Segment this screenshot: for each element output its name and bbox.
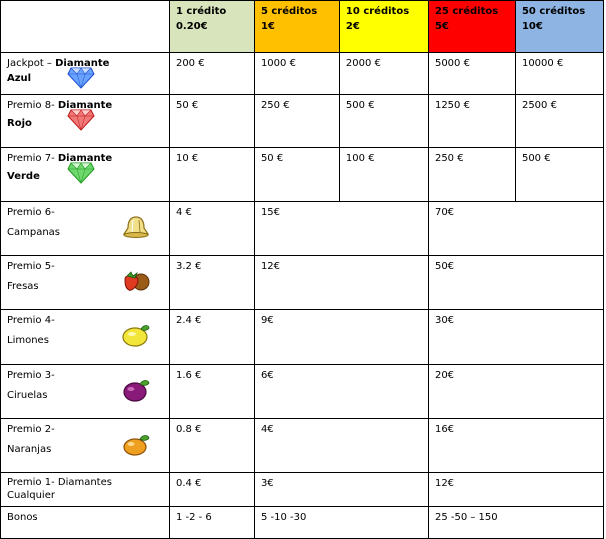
orange-icon [121, 431, 151, 457]
value-cell: 1250 € [427, 94, 516, 148]
value-cell: 50 € [168, 94, 255, 148]
table-row: Premio 6- Campanas 4 € 15€ 70€ [0, 201, 605, 256]
strawberry-icon [121, 268, 151, 294]
value-cell: 10000 € [514, 52, 605, 95]
value-cell: 12€ [253, 255, 429, 310]
prize-label-premio-1: Premio 1- Diamantes Cualquier [0, 472, 170, 507]
header-empty-cell [0, 0, 170, 53]
table-row: Premio 3- Ciruelas 1.6 € 6€ 20€ [0, 364, 605, 419]
bonos-value: 1 -2 - 6 [168, 506, 255, 539]
value-cell: 200 € [168, 52, 255, 95]
table-row: Jackpot – Diamante Azul 200 € 1000 € 200… [0, 52, 605, 95]
header-5-creditos: 5 créditos 1€ [253, 0, 340, 53]
value-cell: 20€ [427, 364, 605, 419]
prize-label-premio-3: Premio 3- Ciruelas [0, 364, 170, 419]
value-cell: 100 € [338, 147, 429, 202]
value-cell: 0.4 € [168, 472, 255, 507]
header-1-credito: 1 crédito 0.20€ [168, 0, 255, 53]
value-cell: 15€ [253, 201, 429, 256]
prize-label-premio-7: Premio 7- Diamante Verde [0, 147, 170, 202]
bonos-label: Bonos [0, 506, 170, 539]
table-row: Premio 5- Fresas 3.2 € 12€ 50€ [0, 255, 605, 310]
header-25-creditos: 25 créditos 5€ [427, 0, 516, 53]
value-cell: 4€ [253, 418, 429, 473]
bonos-row: Bonos 1 -2 - 6 5 -10 -30 25 -50 – 150 [0, 506, 605, 539]
value-cell: 16€ [427, 418, 605, 473]
table-row: Premio 4- Limones 2.4 € 9€ 30€ [0, 309, 605, 365]
table-row: Premio 1- Diamantes Cualquier 0.4 € 3€ 1… [0, 472, 605, 507]
plum-icon [121, 377, 151, 403]
prize-label-premio-2: Premio 2- Naranjas [0, 418, 170, 473]
value-cell: 3€ [253, 472, 429, 507]
value-cell: 30€ [427, 309, 605, 365]
prize-label-premio-4: Premio 4- Limones [0, 309, 170, 365]
value-cell: 500 € [338, 94, 429, 148]
value-cell: 0.8 € [168, 418, 255, 473]
value-cell: 250 € [427, 147, 516, 202]
prize-label-premio-6: Premio 6- Campanas [0, 201, 170, 256]
lemon-icon [121, 322, 151, 348]
blue-diamond-icon [67, 67, 95, 89]
value-cell: 6€ [253, 364, 429, 419]
header-row: 1 crédito 0.20€ 5 créditos 1€ 10 créditos 2… [0, 0, 605, 53]
header-50-creditos: 50 créditos 10€ [514, 0, 605, 53]
table-row: Premio 8- Diamante Rojo 50 € 250 € 500 €… [0, 94, 605, 148]
value-cell: 3.2 € [168, 255, 255, 310]
value-cell: 10 € [168, 147, 255, 202]
value-cell: 50 € [253, 147, 340, 202]
header-10-creditos: 10 créditos 2€ [338, 0, 429, 53]
value-cell: 9€ [253, 309, 429, 365]
red-diamond-icon [67, 109, 95, 131]
value-cell: 250 € [253, 94, 340, 148]
value-cell: 4 € [168, 201, 255, 256]
prize-label-jackpot: Jackpot – Diamante Azul [0, 52, 170, 95]
value-cell: 500 € [514, 147, 605, 202]
table-row: Premio 7- Diamante Verde 10 € 50 € 100 €… [0, 147, 605, 202]
bonos-value: 5 -10 -30 [253, 506, 429, 539]
value-cell: 5000 € [427, 52, 516, 95]
green-diamond-icon [67, 162, 95, 184]
value-cell: 12€ [427, 472, 605, 507]
table-row: Premio 2- Naranjas 0.8 € 4€ 16€ [0, 418, 605, 473]
prize-label-premio-8: Premio 8- Diamante Rojo [0, 94, 170, 148]
value-cell: 2000 € [338, 52, 429, 95]
value-cell: 50€ [427, 255, 605, 310]
bell-icon [121, 214, 151, 240]
value-cell: 2.4 € [168, 309, 255, 365]
value-cell: 2500 € [514, 94, 605, 148]
bonos-value: 25 -50 – 150 [427, 506, 605, 539]
value-cell: 1.6 € [168, 364, 255, 419]
value-cell: 1000 € [253, 52, 340, 95]
value-cell: 70€ [427, 201, 605, 256]
prize-label-premio-5: Premio 5- Fresas [0, 255, 170, 310]
